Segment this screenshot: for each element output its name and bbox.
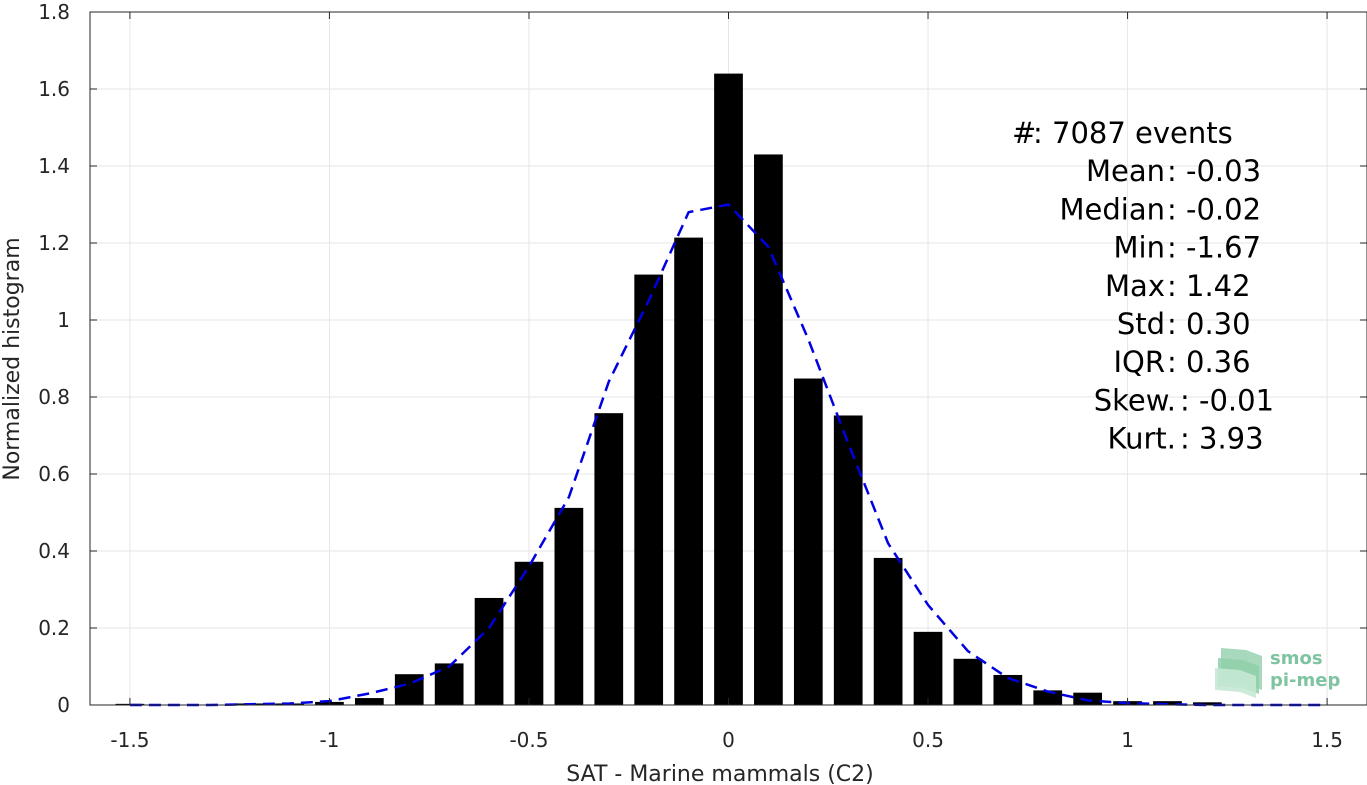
y-tick-label: 1.4 [38,154,70,178]
x-tick-label: 1 [1121,728,1134,752]
y-tick-label: 0.8 [38,385,70,409]
histogram-bar [993,674,1023,705]
stat-label: Kurt. [1108,422,1176,456]
histogram-bar [1193,702,1222,705]
y-tick-label: 1 [57,308,70,332]
histogram-bar [354,698,384,705]
stat-label: Median [1060,192,1165,226]
x-tick-label: -0.5 [509,728,548,752]
y-tick-label: 1.6 [38,77,70,101]
stat-value: : 0.36 [1167,345,1251,379]
y-axis-label: Normalized histogram [0,237,25,480]
histogram-bar [1073,692,1103,705]
histogram-bar [793,378,823,705]
x-tick-label: 0.5 [912,728,944,752]
x-tick-label: 1.5 [1311,728,1343,752]
stat-label: Std [1117,307,1165,341]
histogram-bar [634,274,664,705]
y-tick-label: 0.6 [38,462,70,486]
x-tick-label: -1.5 [110,728,149,752]
y-tick-labels: 0 0.2 0.4 0.6 0.8 1 1.2 1.4 1.6 1.8 [38,0,70,717]
axis-ticks [90,11,1367,706]
stat-value: : -1.67 [1167,231,1261,265]
y-tick-label: 1.2 [38,231,70,255]
logo-text-line2: pi-mep [1270,670,1340,691]
stat-value: : -0.02 [1167,192,1261,226]
histogram-bar [833,415,863,705]
x-tick-labels: -1.5 -1 -0.5 0 0.5 1 1.5 [110,728,1343,752]
histogram-bar [754,154,783,705]
histogram-bar [594,413,624,705]
histogram-bar [714,73,743,706]
y-tick-label: 0.2 [38,616,70,640]
stat-value: : -0.03 [1167,154,1261,188]
x-axis-label: SAT - Marine mammals (C2) [566,762,874,785]
histogram-bar [674,237,703,706]
stat-value: : -0.01 [1180,383,1274,417]
y-tick-label: 0.4 [38,539,70,563]
stat-label: # [1012,116,1036,150]
stat-value: : 7087 events [1033,116,1233,150]
histogram-bar [474,597,504,705]
x-tick-label: 0 [722,728,735,752]
stat-label: Skew. [1094,383,1176,417]
logo-text-line1: smos [1270,648,1323,669]
histogram-bar [913,631,943,705]
histogram-bar [873,557,903,705]
histogram-bar [953,658,983,705]
stat-value: : 0.30 [1167,307,1251,341]
logo-icon [1215,648,1262,698]
stat-label: IQR [1113,345,1165,379]
stat-label: Mean [1086,154,1165,188]
histogram-bar [554,507,584,705]
stat-value: : 1.42 [1167,269,1251,303]
smos-pimep-logo: smos pi-mep [1215,648,1340,698]
histogram-bars [115,73,1222,706]
stat-label: Max [1105,269,1165,303]
x-tick-label: -1 [319,728,339,752]
y-tick-label: 1.8 [38,0,70,24]
stat-value: : 3.93 [1180,422,1264,456]
stat-label: Min [1114,231,1165,265]
histogram-bar [514,561,544,705]
y-tick-label: 0 [57,693,70,717]
